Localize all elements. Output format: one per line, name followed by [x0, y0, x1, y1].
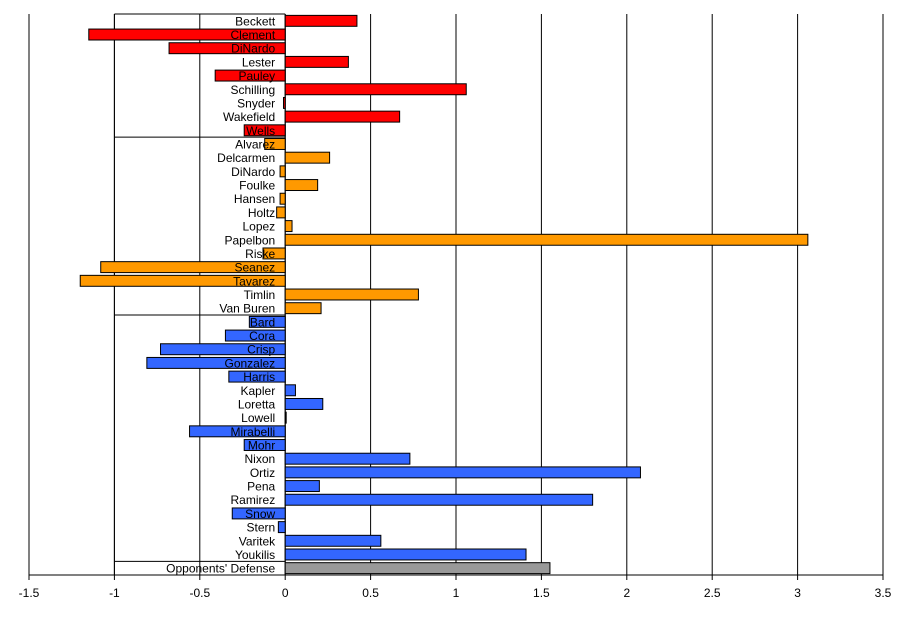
category-label: Pauley [238, 69, 275, 83]
category-label: Delcarmen [217, 151, 275, 165]
bar [214, 69, 286, 82]
bar [146, 356, 286, 369]
bar [284, 220, 293, 233]
gridlines [28, 14, 884, 575]
category-label: Crisp [247, 343, 275, 357]
category-label: Snow [245, 507, 275, 521]
bar [284, 83, 467, 96]
category-label: Ramirez [231, 493, 276, 507]
category-label: Varitek [239, 534, 276, 548]
x-axis: -1.5 -1 -0.5 0 0.5 1 1.5 2 2.5 3 3.5 [19, 574, 892, 600]
bar [224, 329, 286, 342]
x-tick-label: 1 [453, 586, 460, 600]
category-label: Ortiz [250, 466, 275, 480]
bar [284, 179, 319, 192]
category-label: Hansen [234, 192, 275, 206]
x-tick-label: 2.5 [704, 586, 721, 600]
category-label: Timlin [244, 288, 276, 302]
category-label: Stern [247, 521, 276, 535]
category-label: Alvarez [235, 137, 275, 151]
bar [79, 274, 286, 287]
bar [100, 261, 286, 274]
bar [284, 110, 401, 123]
bar [231, 507, 286, 520]
bar [284, 480, 320, 493]
x-tick-label: 3 [794, 586, 801, 600]
bar [284, 384, 296, 397]
category-label: Pena [247, 480, 275, 494]
category-label: DiNardo [231, 165, 275, 179]
bar [284, 411, 287, 424]
bar [282, 96, 286, 109]
bar [284, 55, 349, 68]
category-label: Cora [249, 329, 275, 343]
x-tick-label: 0 [282, 586, 289, 600]
category-label: Lowell [241, 411, 275, 425]
category-label: Wakefield [223, 110, 275, 124]
category-label: Snyder [237, 96, 275, 110]
category-label: Beckett [235, 14, 276, 28]
bar [277, 521, 286, 534]
category-label: Nixon [245, 452, 276, 466]
bar [284, 534, 382, 547]
x-tick-label: -1 [109, 586, 120, 600]
category-label: Lester [242, 55, 275, 69]
category-label: Van Buren [219, 302, 275, 316]
category-label: Clement [231, 28, 276, 42]
category-label: Mirabelli [231, 425, 276, 439]
bar [160, 343, 286, 356]
bar [284, 14, 358, 27]
category-label: Kapler [241, 384, 276, 398]
category-labels: BeckettClementDiNardoLesterPauleySchilli… [166, 14, 276, 575]
x-tick-label: -0.5 [189, 586, 210, 600]
bar [284, 493, 594, 506]
category-label: Seanez [234, 261, 275, 275]
bar [284, 233, 809, 246]
x-tick-label: -1.5 [19, 586, 40, 600]
category-label: Loretta [238, 397, 276, 411]
bar [284, 452, 411, 465]
category-label: DiNardo [231, 42, 275, 56]
bar [284, 562, 551, 575]
bar [88, 28, 286, 41]
category-label: Riske [245, 247, 275, 261]
bar [228, 370, 286, 383]
bar [243, 439, 286, 451]
category-label: Tavarez [233, 274, 275, 288]
category-label: Holtz [248, 206, 275, 220]
bar [284, 302, 322, 315]
category-label: Opponents' Defense [166, 562, 275, 576]
bar [284, 151, 331, 164]
category-label: Mohr [248, 439, 275, 453]
category-label: Lopez [242, 220, 275, 234]
category-label: Foulke [239, 179, 275, 193]
bars [79, 14, 809, 575]
x-tick-label: 3.5 [875, 586, 892, 600]
bar [284, 466, 641, 479]
category-label: Schilling [230, 83, 275, 97]
bar [264, 138, 286, 150]
bar [189, 425, 286, 438]
bar [284, 548, 527, 561]
x-tick-label: 2 [623, 586, 630, 600]
category-label: Papelbon [224, 233, 275, 247]
x-tick-label: 1.5 [533, 586, 550, 600]
bar [284, 288, 419, 301]
bar [279, 165, 286, 178]
bar [279, 192, 286, 205]
bar [276, 206, 286, 219]
category-label: Youkilis [235, 548, 275, 562]
bar [243, 124, 286, 137]
category-label: Harris [243, 370, 275, 384]
bar [248, 315, 286, 328]
x-tick-label: 0.5 [362, 586, 379, 600]
category-label: Bard [250, 315, 275, 329]
category-label: Wells [246, 124, 275, 138]
bar [262, 247, 286, 260]
category-label: Gonzalez [224, 356, 275, 370]
bar [284, 397, 324, 410]
bar [168, 42, 286, 55]
